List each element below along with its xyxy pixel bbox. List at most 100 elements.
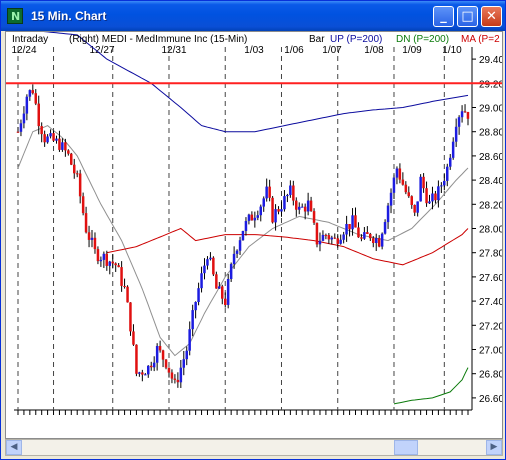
- candle-down: [126, 286, 129, 303]
- candle-up: [259, 206, 262, 216]
- chart-app-icon: N: [7, 8, 23, 24]
- candle-up: [363, 232, 366, 239]
- maximize-button[interactable]: □: [457, 6, 478, 27]
- scroll-left-icon[interactable]: ◀: [6, 440, 22, 455]
- candle-up: [46, 136, 49, 143]
- candle-down: [333, 237, 336, 239]
- candle-down: [425, 188, 428, 204]
- candle-up: [152, 362, 156, 368]
- candle-up: [449, 157, 452, 167]
- title-bar[interactable]: N 15 Min. Chart _ □ ✕: [1, 1, 505, 31]
- y-tick-label: 28.80: [479, 128, 502, 139]
- y-tick-label: 27.60: [479, 273, 502, 284]
- candle-up: [22, 113, 26, 124]
- candle-down: [58, 138, 61, 150]
- candle-down: [271, 197, 274, 223]
- candle-up: [321, 234, 325, 241]
- candle-up: [289, 185, 292, 195]
- intraday-label: Intraday: [12, 34, 48, 45]
- candle-down: [463, 111, 467, 113]
- chart-panel[interactable]: 29.40 29.20 29.00 28.80 28.60 28.40 28.20 28.00…: [5, 28, 504, 439]
- candle-up: [108, 261, 111, 266]
- dn-band-line: [393, 367, 469, 405]
- candle-down: [78, 173, 82, 197]
- candle-down: [357, 227, 360, 238]
- x-tick-label: 1/09: [402, 45, 422, 56]
- y-tick-label: 26.80: [479, 370, 502, 381]
- candle-down: [434, 193, 437, 201]
- y-tick-label: 26.60: [479, 394, 502, 405]
- candle-up: [380, 233, 384, 247]
- candle-up: [203, 265, 206, 274]
- candle-down: [250, 214, 254, 221]
- candle-up: [386, 205, 390, 223]
- x-tick-label: 1/07: [322, 45, 342, 56]
- scroll-thumb[interactable]: [394, 440, 418, 455]
- candle-up: [300, 206, 304, 208]
- candle-up: [446, 166, 449, 181]
- candle-down: [64, 142, 67, 151]
- candle-up: [200, 273, 203, 289]
- y-tick-label: 28.60: [479, 152, 502, 163]
- candle-down: [312, 211, 316, 223]
- candle-down: [327, 235, 331, 240]
- x-tick-label: 1/06: [284, 45, 304, 56]
- candle-up: [147, 365, 150, 375]
- candle-up: [351, 215, 354, 230]
- candle-down: [410, 196, 413, 205]
- candle-up: [253, 217, 257, 221]
- candle-up: [188, 329, 191, 351]
- candle-down: [75, 173, 79, 175]
- candle-down: [212, 257, 215, 275]
- candle-down: [164, 359, 168, 368]
- candle-up: [28, 90, 32, 97]
- x-tick-label: 1/10: [442, 45, 462, 56]
- candle-down: [31, 90, 34, 94]
- candle-down: [167, 367, 171, 373]
- candle-up: [194, 302, 197, 311]
- x-tick-label: 12/24: [11, 45, 36, 56]
- ma-legend: MA (P=2: [461, 34, 500, 45]
- candle-up: [244, 221, 248, 231]
- candle-up: [440, 185, 443, 187]
- candle-down: [34, 93, 37, 104]
- candle-up: [99, 259, 103, 262]
- scroll-right-icon[interactable]: ▶: [486, 440, 502, 455]
- price-chart[interactable]: 29.40 29.20 29.00 28.80 28.60 28.40 28.20 28.00…: [6, 28, 504, 438]
- candle-up: [232, 253, 236, 264]
- candle-down: [324, 234, 328, 236]
- bar-legend: Bar: [309, 34, 325, 45]
- candle-up: [235, 250, 239, 254]
- candle-down: [70, 153, 73, 165]
- candle-down: [73, 164, 76, 174]
- candle-up: [197, 288, 200, 302]
- candle-down: [398, 168, 402, 180]
- candle-down: [277, 209, 280, 212]
- candle-down: [360, 237, 363, 239]
- candle-down: [309, 200, 313, 212]
- candle-down: [93, 237, 97, 250]
- candle-up: [144, 374, 147, 376]
- candle-down: [404, 184, 408, 193]
- candle-down: [315, 222, 319, 245]
- candle-up: [345, 224, 348, 235]
- candle-down: [170, 372, 174, 379]
- candle-down: [221, 286, 224, 299]
- candle-down: [123, 286, 126, 287]
- x-tick-label: 12/27: [89, 45, 114, 56]
- candle-down: [132, 331, 135, 345]
- candle-up: [375, 238, 378, 243]
- candle-down: [224, 298, 227, 305]
- close-button[interactable]: ✕: [481, 6, 502, 27]
- x-tick-label: 1/08: [364, 45, 384, 56]
- candle-down: [81, 196, 85, 214]
- candle-up: [280, 209, 283, 212]
- candle-up: [431, 193, 434, 202]
- candle-down: [348, 224, 351, 230]
- y-tick-label: 27.40: [479, 297, 502, 308]
- minimize-button[interactable]: _: [433, 6, 454, 27]
- horizontal-scrollbar[interactable]: ◀ ▶: [5, 439, 503, 456]
- candle-up: [437, 186, 440, 201]
- candle-up: [419, 176, 422, 202]
- y-tick-label: 27.00: [479, 346, 502, 357]
